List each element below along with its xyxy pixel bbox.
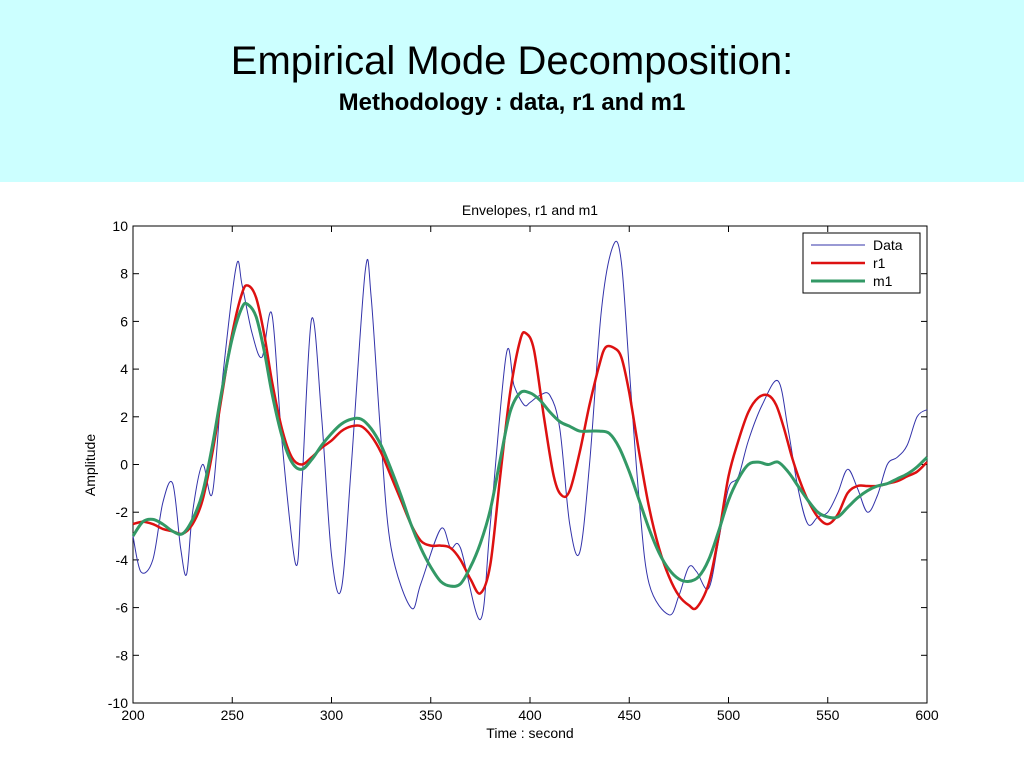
series-line-r1 xyxy=(132,284,928,611)
y-tick-label: -10 xyxy=(108,695,128,711)
slide-header: Empirical Mode Decomposition: Methodolog… xyxy=(0,0,1024,182)
y-tick-label: -6 xyxy=(116,600,129,616)
legend-label-m1: m1 xyxy=(873,273,893,289)
legend-label-data: Data xyxy=(873,237,903,253)
y-tick-label: 10 xyxy=(112,218,128,234)
y-axis-label: Amplitude xyxy=(82,434,98,496)
x-tick-label: 350 xyxy=(419,707,443,723)
slide-title: Empirical Mode Decomposition: xyxy=(230,39,794,83)
plot-area xyxy=(132,225,928,704)
slide-subtitle: Methodology : data, r1 and m1 xyxy=(338,89,686,116)
legend-label-r1: r1 xyxy=(873,255,886,271)
y-tick-label: 0 xyxy=(120,457,128,473)
x-tick-label: 400 xyxy=(518,707,542,723)
x-tick-label: 450 xyxy=(618,707,642,723)
y-tick-label: 6 xyxy=(120,313,128,329)
y-tick-label: 4 xyxy=(120,361,128,377)
y-tick-label: -4 xyxy=(116,552,129,568)
x-tick-label: 500 xyxy=(717,707,741,723)
x-tick-label: 300 xyxy=(320,707,344,723)
y-tick-label: -8 xyxy=(116,647,129,663)
x-axis-label: Time : second xyxy=(486,725,573,741)
y-tick-label: 2 xyxy=(120,409,128,425)
series-line-m1 xyxy=(131,301,929,588)
x-tick-label: 200 xyxy=(121,707,145,723)
y-tick-label: -2 xyxy=(116,504,129,520)
x-tick-label: 600 xyxy=(915,707,939,723)
y-tick-label: 8 xyxy=(120,266,128,282)
x-tick-label: 250 xyxy=(221,707,245,723)
x-tick-label: 550 xyxy=(816,707,840,723)
chart-title: Envelopes, r1 and m1 xyxy=(462,202,598,218)
